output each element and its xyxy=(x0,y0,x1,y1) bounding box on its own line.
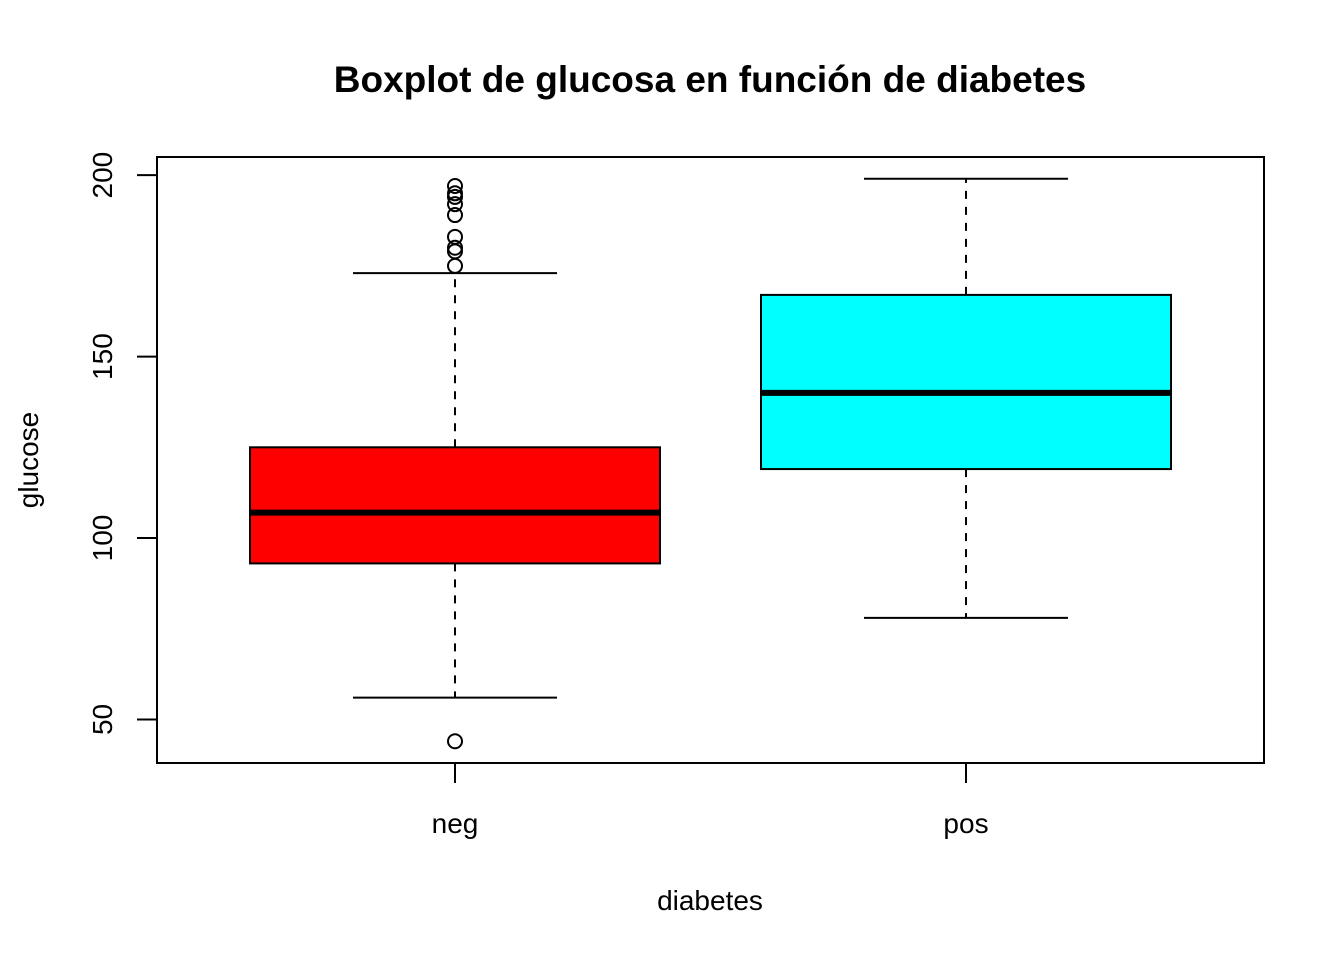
x-tick-label-neg: neg xyxy=(432,808,479,839)
outlier-point xyxy=(447,228,463,245)
outlier-point xyxy=(447,185,463,202)
outlier-point xyxy=(447,178,463,195)
y-axis-label: glucose xyxy=(13,412,44,509)
boxes-layer xyxy=(249,177,1172,750)
outlier-point xyxy=(447,733,463,750)
box-neg xyxy=(249,178,661,750)
outlier-point xyxy=(447,239,463,256)
y-tick-label: 100 xyxy=(87,515,118,562)
x-tick-label-pos: pos xyxy=(943,808,988,839)
outlier-point xyxy=(447,207,463,224)
iqr-box xyxy=(249,446,661,565)
box-pos xyxy=(760,177,1172,619)
chart-title: Boxplot de glucosa en función de diabete… xyxy=(334,59,1086,100)
y-axis: 50 100 150 200 xyxy=(87,152,158,735)
iqr-box xyxy=(760,293,1172,471)
y-tick-label: 50 xyxy=(87,704,118,735)
y-tick-label: 200 xyxy=(87,152,118,199)
y-tick-label: 150 xyxy=(87,333,118,380)
x-axis-label: diabetes xyxy=(657,885,763,916)
x-axis: neg pos xyxy=(432,762,989,839)
outlier-point xyxy=(447,257,463,274)
outlier-point xyxy=(447,196,463,213)
